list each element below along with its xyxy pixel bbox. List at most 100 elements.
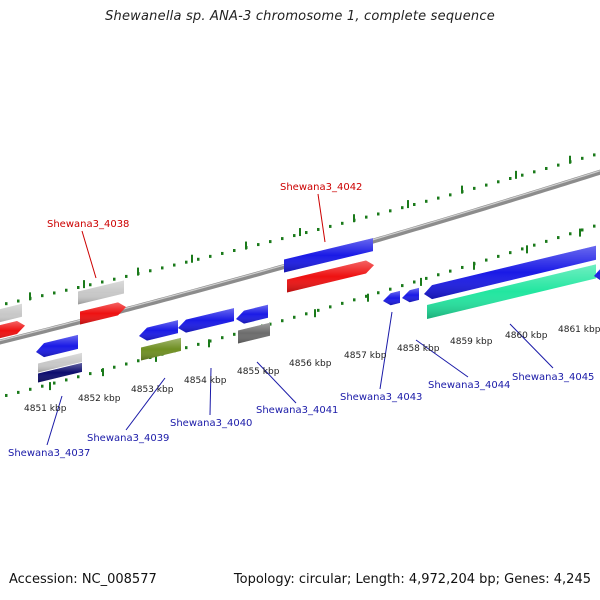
gene-labels: Shewana3_4038 Shewana3_4042 Shewana3_4037 S… [8,182,594,459]
upper-dot [329,224,332,228]
upper-tick [83,280,85,289]
upper-tick [407,200,409,209]
upper-dot [185,260,188,264]
lower-dot [29,387,32,391]
tick-label: 4851 kbp [24,404,67,414]
gene-4045-teal [427,264,596,319]
upper-dot [161,266,164,270]
lower-dot [509,251,512,255]
lower-dot [305,312,308,316]
upper-tick [461,185,463,194]
gene-label-forward: Shewana3_4042 [280,182,362,193]
upper-dot [485,183,488,187]
upper-dot [149,269,152,273]
upper-dot [77,286,80,290]
gene-label-reverse: Shewana3_4040 [170,418,252,429]
lower-dot [389,287,392,291]
lower-dot [413,280,416,284]
lower-dot [593,224,596,228]
upper-dot [269,240,272,244]
gene-4044-shade [402,287,419,303]
gene-red-b [80,302,126,325]
lower-tick [49,382,51,391]
upper-dot [221,251,224,255]
lower-dot [41,384,44,388]
upper-tick [569,155,571,164]
lower-dot [221,336,224,340]
gene-label-reverse: Shewana3_4041 [256,405,338,416]
leader-reverse [256,361,297,404]
upper-dot [533,170,536,174]
upper-dot [197,257,200,261]
upper-dot [233,249,236,253]
upper-dot [413,202,416,206]
upper-dot [317,227,320,231]
lower-tick [473,261,475,270]
leader-reverse [125,377,166,431]
gene-4037-gray [38,352,82,373]
lower-dot [233,332,236,336]
upper-dot [17,299,20,303]
lower-dot [581,228,584,232]
kbp-tick-labels: 4851 kbp 4852 kbp 4853 kbp 4854 kbp 4855 kbp… [24,325,600,414]
gene-red-4042 [287,260,374,293]
upper-tick [191,254,193,263]
upper-dot [497,180,500,184]
upper-tick [515,170,517,179]
upper-dot [65,288,68,292]
upper-dot [449,193,452,197]
lower-dot [281,319,284,323]
leader-reverse [379,311,393,390]
tick-label: 4853 kbp [131,385,174,395]
lower-dot [5,393,8,397]
gene-4040 [178,308,234,333]
gene-4045-teal-shade [427,264,596,319]
leader-reverse [46,395,63,446]
lower-dot [65,378,68,382]
gene-4045 [424,245,596,300]
upper-dot [341,221,344,225]
lower-tick [102,368,104,377]
lower-dot [317,308,320,312]
lower-tick [526,245,528,254]
lower-dot [17,390,20,394]
gene-4044 [402,287,419,303]
lower-dot [545,239,548,243]
lower-dot [269,322,272,326]
lower-dot [293,315,296,319]
gene-gray-b-shade [78,280,124,305]
upper-tick [299,228,301,237]
upper-dot [473,186,476,190]
summary-text: Topology: circular; Length: 4,972,204 bp… [233,572,591,587]
gene-4037-gray-shade [38,352,82,373]
lower-tick [420,277,422,286]
gene-gray-b [78,280,124,305]
lower-dot [89,372,92,376]
tick-label: 4859 kbp [450,337,493,347]
gene-4041-shade [236,304,268,324]
gene-label-reverse: Shewana3_4037 [8,448,90,459]
gene-4041 [236,304,268,324]
upper-dot [581,156,584,160]
gene-4039-olive-shade [141,337,181,361]
map-title: Shewanella sp. ANA-3 chromosome 1, compl… [105,9,495,24]
lower-dot [437,273,440,277]
leader-forward [317,193,326,243]
gene-label-reverse: Shewana3_4039 [87,433,169,444]
upper-dot [209,254,212,258]
gene-label-reverse: Shewana3_4045 [512,372,594,383]
lower-dot [53,381,56,385]
gene-gray-a [0,303,22,323]
lower-dot [485,258,488,262]
gene-red-b-shade [80,302,126,325]
gene-gray-a-shade [0,303,22,323]
upper-dot [101,280,104,284]
accession-text: Accession: NC_008577 [9,572,157,587]
gene-4039-olive [141,337,181,361]
leader-reverse [509,323,554,369]
lower-dot [197,342,200,346]
upper-tick [353,214,355,223]
gene-edge [594,269,600,280]
upper-dot [281,237,284,241]
gene-blue-4042 [284,238,373,273]
